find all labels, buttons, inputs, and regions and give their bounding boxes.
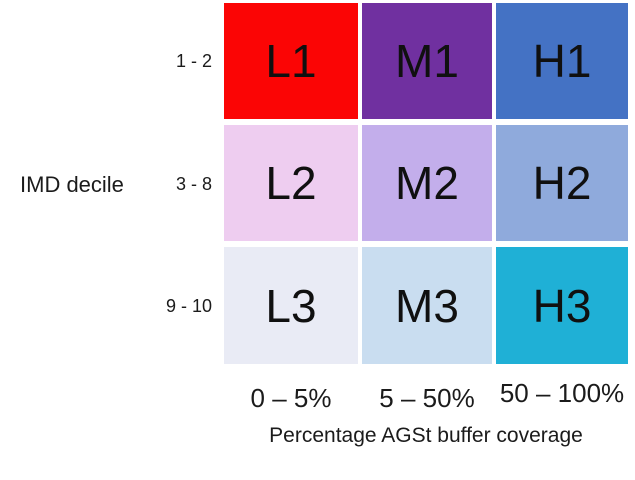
row-label-decile-3-8: 3 - 8	[175, 174, 212, 194]
col-label-5-50pct: 5 – 50%	[379, 383, 475, 413]
matrix-grid: L1 M1 H1 L2 M2 H2 L3 M3 H3	[224, 3, 628, 364]
matrix-cell-H2: H2	[496, 125, 628, 241]
x-axis-title: Percentage AGSt buffer coverage	[269, 424, 583, 447]
matrix-cell-L3: L3	[224, 247, 358, 364]
row-label-decile-1-2: 1 - 2	[175, 51, 212, 71]
row-label-decile-9-10: 9 - 10	[165, 296, 212, 316]
matrix-cell-L1: L1	[224, 3, 358, 119]
matrix-cell-M3: M3	[362, 247, 492, 364]
matrix-cell-H1: H1	[496, 3, 628, 119]
col-label-50-100pct: 50 – 100%	[499, 378, 625, 408]
matrix-cell-L2: L2	[224, 125, 358, 241]
matrix-cell-M2: M2	[362, 125, 492, 241]
col-label-0-5pct: 0 – 5%	[250, 383, 332, 413]
matrix-cell-M1: M1	[362, 3, 492, 119]
matrix-cell-H3: H3	[496, 247, 628, 364]
y-axis-title: IMD decile	[20, 172, 124, 197]
